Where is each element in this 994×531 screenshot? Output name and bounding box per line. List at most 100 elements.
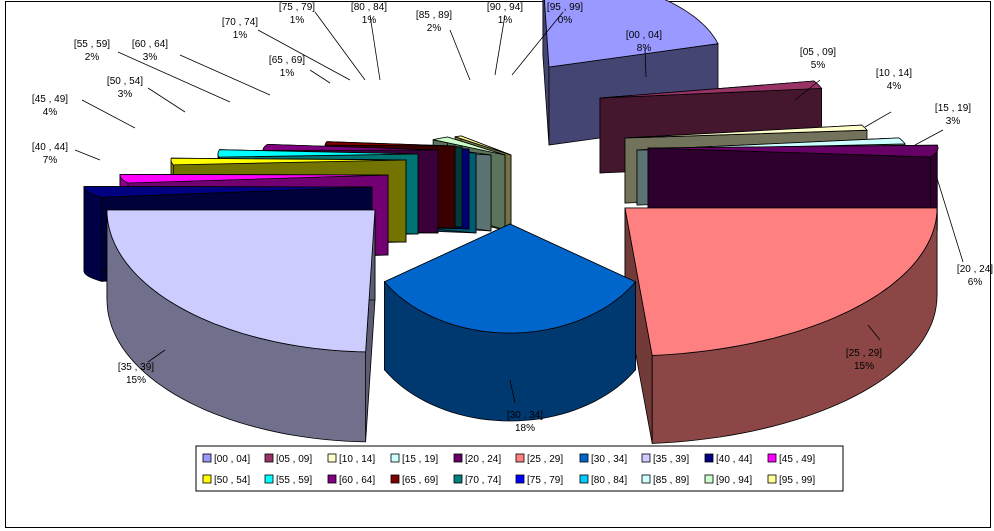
leader-line-70-74 — [257, 29, 351, 81]
leader-line-20-24 — [935, 174, 964, 263]
leader-line-80-84 — [369, 14, 381, 81]
leader-line-35-39 — [147, 349, 166, 363]
data-label-percent-50-54: 3% — [118, 89, 133, 100]
data-label-percent-20-24: 6% — [968, 277, 983, 288]
data-label-percent-95-99: 0% — [558, 15, 573, 26]
leader-line-95-99 — [511, 11, 564, 76]
data-label-category-25-29: [25 , 29] — [846, 348, 882, 359]
legend-item-30-34: [30 , 34] — [579, 453, 627, 465]
legend-swatch-80-84 — [579, 474, 589, 484]
slice-top-10-14 — [624, 124, 868, 139]
legend-swatch-90-94 — [704, 474, 714, 484]
data-label-category-75-79: [75 , 79] — [279, 2, 315, 13]
leader-line-25-29 — [867, 324, 881, 341]
legend-swatch-15-19 — [390, 453, 400, 463]
leader-line-90-94 — [494, 14, 506, 76]
data-label-percent-15-19: 3% — [946, 116, 961, 127]
leader-line-30-34 — [509, 379, 516, 404]
legend-swatch-25-29 — [515, 453, 525, 463]
leader-line-50-54 — [147, 87, 186, 113]
slice-top-60-64 — [262, 143, 439, 151]
legend-item-00-04: [00 , 04] — [202, 453, 250, 465]
data-label-percent-90-94: 1% — [498, 15, 513, 26]
data-label-category-55-59: [55 , 59] — [74, 39, 110, 50]
slice-top-15-19 — [636, 137, 906, 151]
slice-top-25-29 — [624, 207, 938, 356]
slice-top-55-59 — [217, 149, 419, 158]
data-label-category-60-64: [60 , 64] — [132, 39, 168, 50]
legend-label-05-09: [05 , 09] — [276, 454, 312, 465]
legend-swatch-75-79 — [515, 474, 525, 484]
slice-top-00-04 — [544, 0, 719, 68]
legend-item-05-09: [05 , 09] — [264, 453, 312, 465]
data-label-percent-80-84: 1% — [362, 15, 377, 26]
legend-label-90-94: [90 , 94] — [716, 475, 752, 486]
slice-top-90-94 — [433, 136, 506, 156]
slice-wall-40-44 — [83, 187, 102, 282]
leader-lines — [74, 11, 964, 404]
legend-item-65-69: [65 , 69] — [390, 474, 438, 486]
data-label-percent-65-69: 1% — [280, 68, 295, 79]
data-label-percent-45-49: 4% — [43, 107, 58, 118]
slice-top-20-24 — [647, 144, 939, 158]
slice-30-34 — [383, 223, 637, 422]
legend-swatch-45-49 — [767, 453, 777, 463]
leader-line-40-44 — [74, 149, 101, 161]
slice-top-50-54 — [170, 157, 407, 166]
leader-line-55-59 — [117, 51, 231, 103]
legend: [00 , 04] [05 , 09] [10 , 14] [15 , 19] [20 … — [195, 445, 844, 492]
legend-box — [195, 445, 844, 492]
legend-label-95-99: [95 , 99] — [779, 475, 815, 486]
leader-line-45-49 — [81, 99, 136, 129]
legend-swatch-30-34 — [579, 453, 589, 463]
leader-line-65-69 — [309, 69, 331, 84]
slice-top-05-09 — [599, 80, 823, 99]
legend-swatch-55-59 — [264, 474, 274, 484]
leader-line-85-89 — [449, 29, 471, 81]
legend-item-70-74: [70 , 74] — [453, 474, 501, 486]
data-label-percent-55-59: 2% — [85, 52, 100, 63]
data-label-category-70-74: [70 , 74] — [222, 17, 258, 28]
legend-label-50-54: [50 , 54] — [214, 475, 250, 486]
legend-swatch-50-54 — [202, 474, 212, 484]
slice-top-40-44 — [83, 186, 373, 198]
legend-label-20-24: [20 , 24] — [465, 454, 501, 465]
slice-sides — [83, 0, 939, 444]
legend-item-15-19: [15 , 19] — [390, 453, 438, 465]
legend-swatch-10-14 — [327, 453, 337, 463]
legend-swatch-00-04 — [202, 453, 212, 463]
legend-item-75-79: [75 , 79] — [515, 474, 563, 486]
slice-25-29 — [624, 207, 938, 444]
leader-line-10-14 — [864, 111, 892, 128]
data-label-percent-00-04: 8% — [637, 43, 652, 54]
data-label-percent-05-09: 5% — [811, 60, 826, 71]
legend-item-20-24: [20 , 24] — [453, 453, 501, 465]
legend-item-85-89: [85 , 89] — [641, 474, 689, 486]
data-label-category-80-84: [80 , 84] — [351, 2, 387, 13]
legend-label-75-79: [75 , 79] — [527, 475, 563, 486]
data-labels: [00 , 04] 8% [05 , 09] 5% [10 , 14] 4% [15 , 1… — [32, 2, 993, 434]
legend-swatch-95-99 — [767, 474, 777, 484]
legend-swatch-65-69 — [390, 474, 400, 484]
slice-35-39 — [106, 209, 376, 443]
legend-label-15-19: [15 , 19] — [402, 454, 438, 465]
legend-item-90-94: [90 , 94] — [704, 474, 752, 486]
data-label-percent-30-34: 18% — [515, 423, 535, 434]
legend-label-35-39: [35 , 39] — [653, 454, 689, 465]
legend-label-45-49: [45 , 49] — [779, 454, 815, 465]
slice-top-65-69 — [324, 141, 456, 147]
data-label-category-40-44: [40 , 44] — [32, 142, 68, 153]
data-label-category-00-04: [00 , 04] — [626, 30, 662, 41]
data-label-category-35-39: [35 , 39] — [118, 362, 154, 373]
data-label-category-90-94: [90 , 94] — [487, 2, 523, 13]
legend-label-40-44: [40 , 44] — [716, 454, 752, 465]
legend-item-95-99: [95 , 99] — [767, 474, 815, 486]
legend-swatch-35-39 — [641, 453, 651, 463]
data-label-percent-35-39: 15% — [126, 375, 146, 386]
legend-swatch-60-64 — [327, 474, 337, 484]
legend-item-35-39: [35 , 39] — [641, 453, 689, 465]
legend-label-25-29: [25 , 29] — [527, 454, 563, 465]
legend-item-45-49: [45 , 49] — [767, 453, 815, 465]
data-label-percent-25-29: 15% — [854, 361, 874, 372]
